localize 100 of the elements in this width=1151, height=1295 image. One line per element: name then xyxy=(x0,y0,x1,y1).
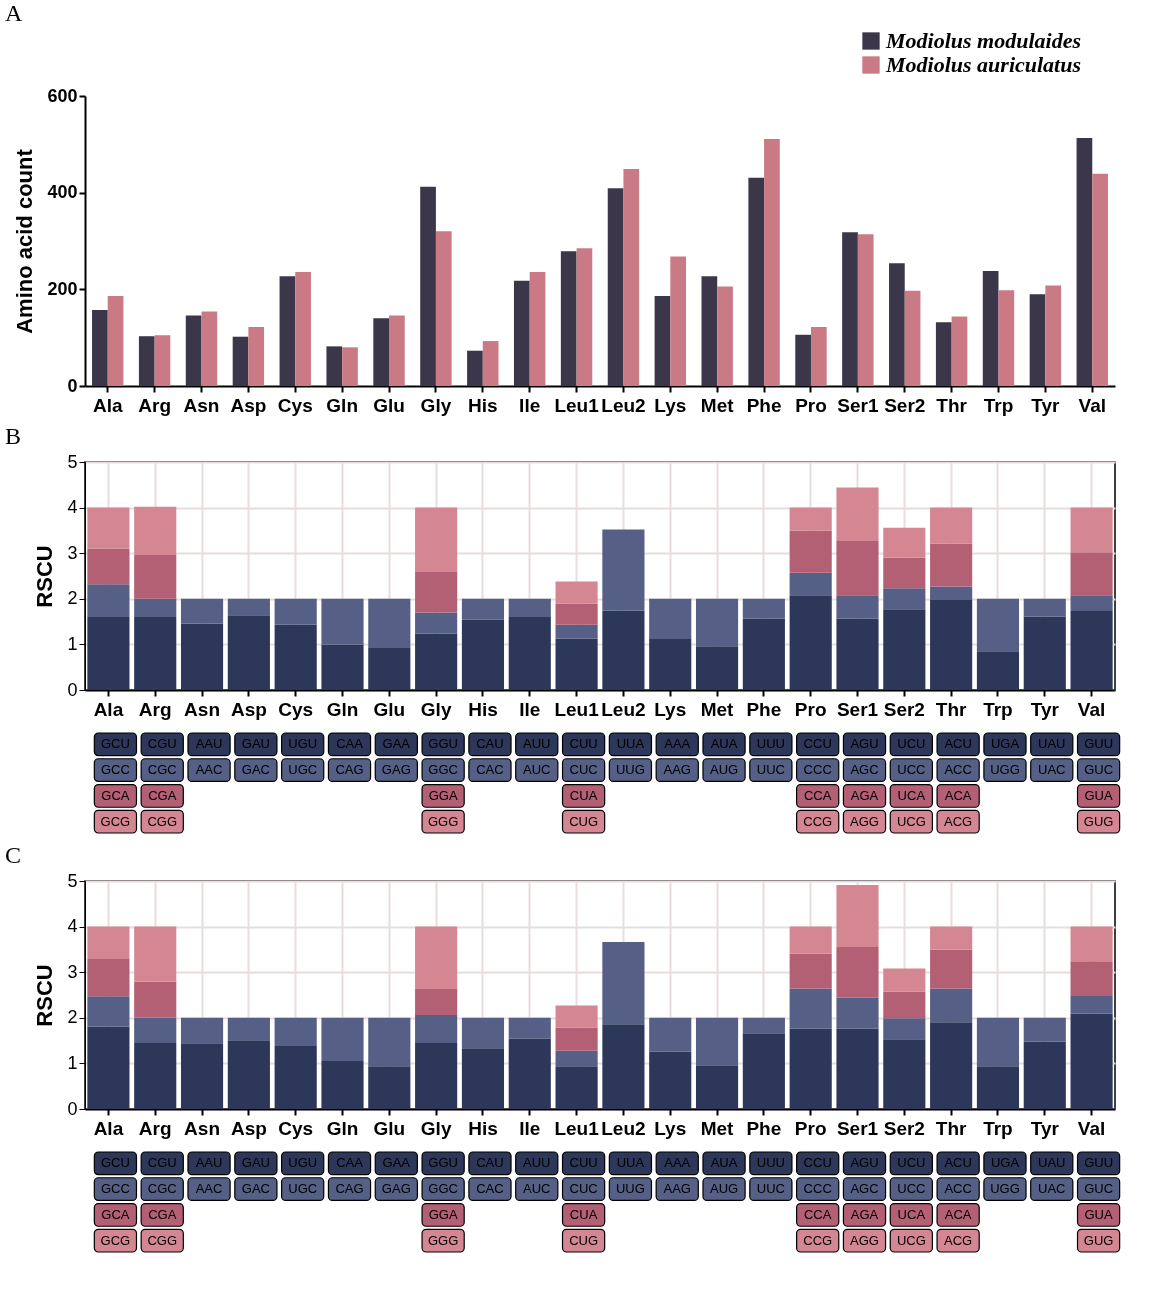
text: AUC xyxy=(523,1181,551,1197)
x-tick-label: Gln xyxy=(326,698,359,720)
text: CAC xyxy=(476,762,504,778)
y-axis-title: RSCU xyxy=(32,545,58,608)
bar xyxy=(342,347,358,386)
bar xyxy=(695,1065,739,1109)
bar xyxy=(508,1038,551,1109)
bar xyxy=(555,1027,598,1051)
bar xyxy=(415,633,458,690)
text: AGU xyxy=(850,736,879,752)
bar xyxy=(368,1066,411,1109)
y-axis-title: RSCU xyxy=(32,964,58,1027)
text: CCA xyxy=(803,1206,832,1222)
x-tick-label: Ala xyxy=(92,394,123,416)
bar xyxy=(87,507,130,549)
text: AAA xyxy=(664,736,691,752)
bar xyxy=(976,598,1020,652)
bar xyxy=(513,280,530,386)
bar xyxy=(883,991,926,1019)
x-tick-label: Gln xyxy=(326,1117,359,1139)
text: AAC xyxy=(195,762,223,778)
x-tick-label: Leu2 xyxy=(601,1117,646,1139)
text: AUA xyxy=(710,736,738,752)
x-tick-label: Ser2 xyxy=(883,698,925,720)
x-tick-label: Lys xyxy=(654,698,687,720)
bar xyxy=(508,598,551,618)
text: AAC xyxy=(195,1181,223,1197)
y-tick-label: 1 xyxy=(67,1052,78,1073)
text: UGA xyxy=(990,736,1020,752)
x-tick-label: Leu1 xyxy=(554,394,600,416)
y-tick-label: 600 xyxy=(47,85,78,106)
bar xyxy=(87,548,130,585)
bar xyxy=(227,615,270,690)
bar xyxy=(1070,995,1113,1014)
bar xyxy=(602,610,645,690)
x-tick-label: Cys xyxy=(278,698,314,720)
text: GCC xyxy=(100,762,130,778)
bar xyxy=(649,638,692,690)
x-tick-label: Ser2 xyxy=(883,1117,925,1139)
bar xyxy=(321,1017,364,1062)
text: GUU xyxy=(1084,736,1114,752)
bar xyxy=(836,595,879,619)
x-tick-label: His xyxy=(468,1117,498,1139)
bar xyxy=(467,350,483,386)
bar xyxy=(1070,552,1113,596)
x-tick-label: Asn xyxy=(184,1117,220,1139)
text: GUC xyxy=(1084,762,1114,778)
bar xyxy=(930,507,973,544)
bar xyxy=(1092,173,1108,386)
x-tick-label: Leu1 xyxy=(554,698,600,720)
bar xyxy=(789,1028,832,1109)
bar xyxy=(180,623,224,690)
text: UCG xyxy=(896,813,926,829)
text: GUA xyxy=(1084,787,1113,803)
text: UCA xyxy=(897,787,926,803)
text: CAG xyxy=(335,762,364,778)
text: CCU xyxy=(803,1155,832,1171)
y-tick-label: 0 xyxy=(67,375,78,396)
bar xyxy=(607,188,624,386)
x-tick-label: Ser1 xyxy=(836,1117,879,1139)
x-tick-label: Thr xyxy=(935,1117,968,1139)
bar xyxy=(555,1005,598,1028)
bar xyxy=(836,540,879,596)
text: UGG xyxy=(990,762,1020,778)
bar xyxy=(295,271,311,386)
bar xyxy=(976,1066,1020,1109)
y-tick-label: 400 xyxy=(47,182,78,203)
text: GAU xyxy=(241,736,270,752)
bar xyxy=(857,234,874,386)
bar xyxy=(555,581,598,604)
bar xyxy=(930,1022,973,1109)
bar xyxy=(180,1017,224,1044)
bar xyxy=(274,598,317,625)
text: CAU xyxy=(476,736,504,752)
y-tick-label: 200 xyxy=(47,278,78,299)
bar xyxy=(883,609,926,690)
bar xyxy=(87,1026,130,1109)
bar xyxy=(789,572,832,596)
x-tick-label: Phe xyxy=(746,394,782,416)
bar xyxy=(1045,285,1062,386)
text: ACU xyxy=(944,736,972,752)
bar xyxy=(748,177,765,386)
chart-title: B xyxy=(5,423,22,449)
text: GAC xyxy=(241,1181,270,1197)
text: CCA xyxy=(803,787,832,803)
bar xyxy=(742,618,785,690)
text: CAA xyxy=(336,1155,363,1171)
text: GCU xyxy=(100,736,130,752)
bar xyxy=(279,276,296,386)
x-tick-label: Ala xyxy=(93,1117,124,1139)
text: AGA xyxy=(850,1206,879,1222)
x-tick-label: Tyr xyxy=(1031,394,1061,416)
bar xyxy=(930,988,973,1023)
text: CGC xyxy=(147,1181,177,1197)
text: AUA xyxy=(710,1155,738,1171)
text: AAG xyxy=(663,762,691,778)
x-tick-label: Asp xyxy=(230,394,267,416)
text: GUC xyxy=(1084,1181,1114,1197)
text: CGU xyxy=(147,1155,177,1171)
bar xyxy=(368,598,411,649)
